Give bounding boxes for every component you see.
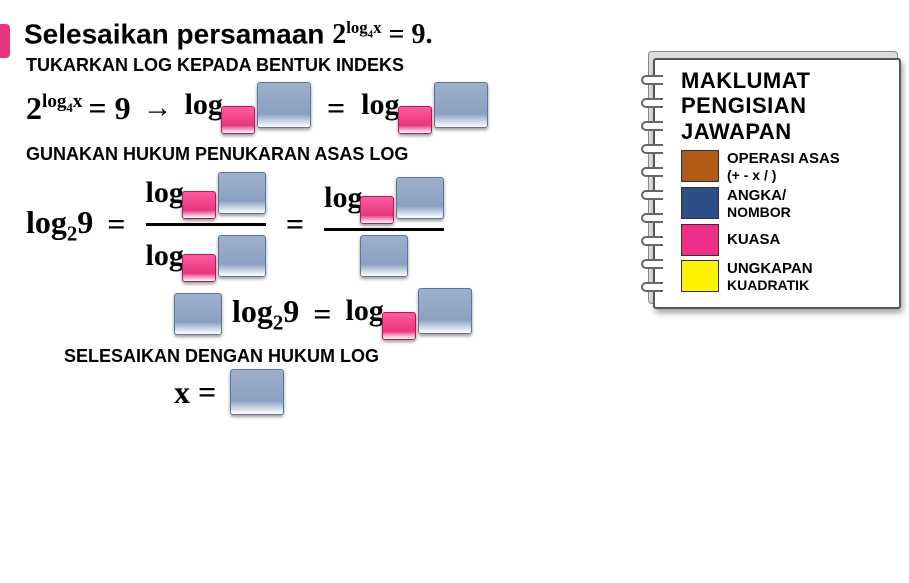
log-sub: 2 [67, 222, 77, 245]
title-equation: 2log4x = 9. [332, 19, 432, 50]
log-sub: 2 [273, 312, 283, 335]
step1-eq9: = 9 [88, 90, 130, 127]
equals: = [278, 206, 312, 243]
step1-exp-log: log [42, 91, 67, 112]
step3-heading: SELESAIKAN DENGAN HUKUM LOG [64, 346, 885, 367]
equals: = [99, 206, 133, 243]
number-slot[interactable] [257, 82, 311, 128]
worksheet-page: Selesaikan persamaan 2log4x = 9. TUKARKA… [0, 0, 909, 583]
step1-log-right: log [361, 82, 487, 134]
legend-swatch [681, 260, 719, 292]
frac1-bottom: log [146, 230, 266, 282]
eq-base: 2 [332, 19, 346, 50]
problem-title: Selesaikan persamaan 2log4x = 9. [24, 18, 885, 51]
power-slot[interactable] [182, 191, 216, 219]
power-slot[interactable] [398, 106, 432, 134]
legend-label: OPERASI ASAS(+ - x / ) [727, 150, 840, 183]
legend-label: KUASA [727, 231, 780, 248]
binding-ring [641, 144, 663, 154]
binding-ring [641, 236, 663, 246]
legend-swatch [681, 224, 719, 256]
step2-lhs: log29 [26, 204, 93, 246]
equals: = [317, 90, 355, 127]
x-equals: x = [174, 374, 216, 411]
frac2-bottom [360, 235, 408, 277]
log-arg: 9 [77, 204, 93, 240]
eq-exp-log: log [346, 18, 367, 37]
number-slot[interactable] [360, 235, 408, 277]
legend-rows: OPERASI ASAS(+ - x / ) ANGKA/NOMBOR KUASA U… [681, 150, 891, 293]
binding-ring [641, 259, 663, 269]
fraction-1: log log [146, 167, 266, 282]
frac1-top: log [146, 167, 266, 219]
left-accent-tab [0, 24, 10, 58]
step2b-rhs-log: log [346, 288, 472, 340]
log-word: log [346, 288, 384, 334]
log-word: log [324, 175, 362, 221]
power-slot[interactable] [360, 196, 394, 224]
number-slot[interactable] [434, 82, 488, 128]
log-arg: 9 [283, 293, 299, 329]
binding-ring [641, 282, 663, 292]
number-slot[interactable] [396, 177, 444, 219]
frac2-top: log [324, 172, 444, 224]
step1-exp-var: x [73, 91, 83, 112]
step1-log-left: log [185, 82, 311, 134]
log-word: log [146, 170, 184, 216]
fraction-bar [324, 228, 444, 231]
number-slot[interactable] [174, 293, 222, 335]
log-word: log [185, 82, 223, 128]
step3-line: x = [174, 369, 885, 415]
legend-label: ANGKA/NOMBOR [727, 187, 791, 220]
power-slot[interactable] [221, 106, 255, 134]
fraction-2: log [324, 172, 444, 277]
legend-head-l2: PENGISIAN [681, 93, 891, 118]
binding-ring [641, 98, 663, 108]
spiral-binding [641, 60, 667, 307]
step2b-mid: log29 [232, 293, 299, 335]
eq-exp-var: x [373, 18, 381, 37]
legend-row: UNGKAPANKUADRATIK [681, 260, 891, 293]
legend-row: ANGKA/NOMBOR [681, 187, 891, 220]
log-word: log [361, 82, 399, 128]
number-slot[interactable] [418, 288, 472, 334]
number-slot[interactable] [218, 172, 266, 214]
number-slot[interactable] [218, 235, 266, 277]
binding-ring [641, 75, 663, 85]
fraction-bar [146, 223, 266, 226]
binding-ring [641, 121, 663, 131]
legend-label: UNGKAPANKUADRATIK [727, 260, 813, 293]
equals: = [305, 296, 339, 333]
title-prefix: Selesaikan persamaan [24, 18, 332, 49]
arrow-icon: → [137, 91, 179, 125]
log-word: log [146, 233, 184, 279]
step1-lhs: 2log4x [26, 90, 82, 127]
legend-heading: MAKLUMAT PENGISIAN JAWAPAN [681, 68, 891, 144]
legend-row: KUASA [681, 224, 891, 256]
legend-swatch [681, 187, 719, 219]
power-slot[interactable] [382, 312, 416, 340]
binding-ring [641, 213, 663, 223]
number-slot[interactable] [230, 369, 284, 415]
log-word: log [232, 293, 273, 329]
eq-rhs: = 9. [382, 19, 433, 50]
legend-head-l1: MAKLUMAT [681, 68, 891, 93]
legend-row: OPERASI ASAS(+ - x / ) [681, 150, 891, 183]
log-word: log [26, 204, 67, 240]
binding-ring [641, 167, 663, 177]
power-slot[interactable] [182, 254, 216, 282]
legend-notepad: MAKLUMAT PENGISIAN JAWAPAN OPERASI ASAS(… [653, 58, 901, 309]
step1-base: 2 [26, 90, 42, 126]
binding-ring [641, 190, 663, 200]
legend-swatch [681, 150, 719, 182]
legend-head-l3: JAWAPAN [681, 119, 891, 144]
